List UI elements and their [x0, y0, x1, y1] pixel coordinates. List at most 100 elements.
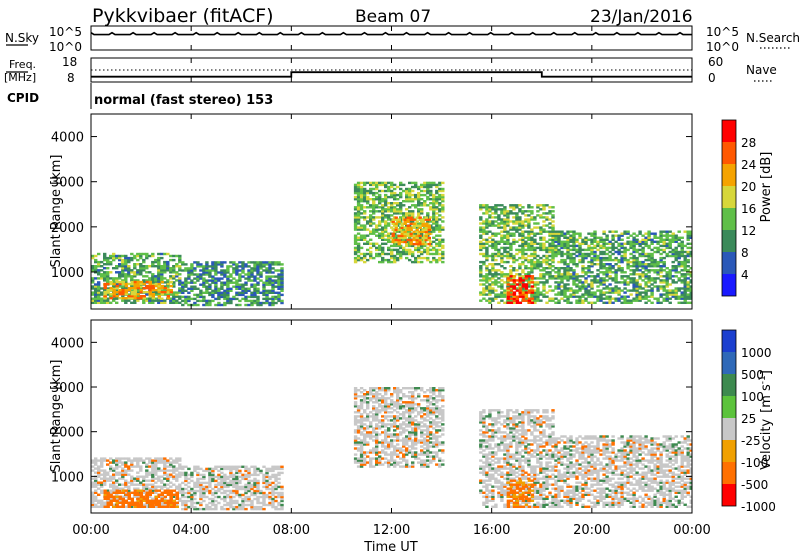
heatmap-cell [160, 501, 164, 504]
heatmap-cell [97, 475, 101, 478]
heatmap-cell [665, 295, 669, 298]
heatmap-cell [256, 495, 260, 499]
heatmap-cell [426, 191, 430, 195]
heatmap-cell [205, 269, 209, 272]
heatmap-cell [196, 277, 200, 280]
heatmap-cell [605, 258, 609, 262]
heatmap-cell [160, 280, 164, 284]
heatmap-cell [539, 260, 543, 264]
heatmap-cell [605, 234, 609, 237]
heatmap-cell [605, 275, 609, 278]
heatmap-cell [226, 289, 230, 292]
heatmap-cell [417, 260, 421, 264]
heatmap-cell [175, 461, 179, 464]
heatmap-cell [220, 261, 224, 264]
heatmap-cell [500, 246, 504, 250]
heatmap-cell [479, 244, 483, 248]
heatmap-cell [100, 499, 104, 502]
heatmap-cell [650, 232, 654, 235]
heatmap-cell [265, 473, 269, 477]
heatmap-cell [671, 232, 675, 235]
heatmap-cell [584, 242, 588, 245]
heatmap-cell [130, 459, 134, 462]
heatmap-cell [653, 265, 657, 268]
heatmap-cell [563, 242, 567, 245]
heatmap-cell [635, 285, 639, 288]
heatmap-cell [94, 471, 98, 474]
heatmap-cell [402, 216, 406, 219]
heatmap-cell [641, 297, 645, 300]
heatmap-cell [494, 279, 498, 282]
heatmap-cell [100, 287, 104, 290]
heatmap-cell [109, 495, 113, 498]
heatmap-cell [229, 469, 233, 473]
heatmap-cell [178, 487, 182, 490]
station-title: Pykkvibaer (fitACF) [92, 5, 274, 27]
heatmap-cell [572, 271, 576, 274]
heatmap-cell [387, 246, 391, 250]
heatmap-cell [199, 277, 203, 280]
heatmap-cell [220, 465, 224, 468]
heatmap-cell [127, 481, 131, 484]
heatmap-cell [130, 463, 134, 466]
heatmap-cell [142, 267, 146, 270]
heatmap-cell [375, 226, 379, 229]
heatmap-cell [536, 299, 540, 302]
heatmap-cell [268, 469, 272, 473]
heatmap-cell [250, 295, 254, 299]
heatmap-cell [217, 469, 221, 473]
heatmap-cell [151, 489, 155, 492]
heatmap-cell [133, 457, 137, 460]
heatmap-cell [151, 273, 155, 276]
heatmap-cell [148, 505, 152, 508]
heatmap-cell [662, 260, 666, 264]
heatmap-cell [184, 283, 188, 286]
heatmap-cell [435, 195, 439, 199]
heatmap-cell [265, 495, 269, 499]
heatmap-cell [593, 279, 597, 282]
heatmap-cell [387, 210, 391, 213]
heatmap-cell [485, 204, 489, 207]
heatmap-cell [536, 246, 540, 250]
heatmap-cell [169, 501, 173, 504]
heatmap-cell [414, 206, 418, 209]
heatmap-cell [112, 256, 116, 260]
heatmap-cell [530, 265, 534, 268]
heatmap-cell [172, 501, 176, 504]
heatmap-cell [662, 275, 666, 278]
heatmap-cell [497, 218, 501, 221]
heatmap-cell [581, 285, 585, 288]
heatmap-cell [545, 279, 549, 282]
heatmap-cell [139, 469, 143, 472]
heatmap-cell [94, 467, 98, 470]
heatmap-cell [166, 475, 170, 478]
heatmap-cell [596, 295, 600, 298]
heatmap-cell [139, 256, 143, 260]
heatmap-cell [160, 485, 164, 488]
heatmap-cell [632, 265, 636, 268]
heatmap-cell [566, 256, 570, 260]
heatmap-cell [160, 271, 164, 274]
heatmap-cell [623, 258, 627, 262]
heatmap-cell [536, 214, 540, 217]
heatmap-cell [494, 232, 498, 235]
heatmap-cell [356, 212, 361, 215]
heatmap-cell [482, 206, 486, 209]
heatmap-cell [115, 256, 119, 260]
heatmap-cell [680, 242, 684, 245]
heatmap-cell [548, 218, 552, 221]
heatmap-cell [485, 230, 489, 233]
heatmap-cell [641, 275, 645, 278]
heatmap-cell [121, 271, 125, 274]
heatmap-cell [359, 208, 364, 211]
heatmap-cell [94, 285, 98, 288]
heatmap-cell [387, 260, 391, 264]
heatmap-cell [356, 202, 361, 205]
heatmap-cell [172, 499, 176, 502]
heatmap-cell [145, 457, 149, 460]
heatmap-cell [438, 256, 442, 260]
heatmap-cell [217, 487, 221, 491]
heatmap-cell [680, 260, 684, 264]
heatmap-cell [369, 204, 373, 207]
heatmap-cell [500, 222, 504, 225]
